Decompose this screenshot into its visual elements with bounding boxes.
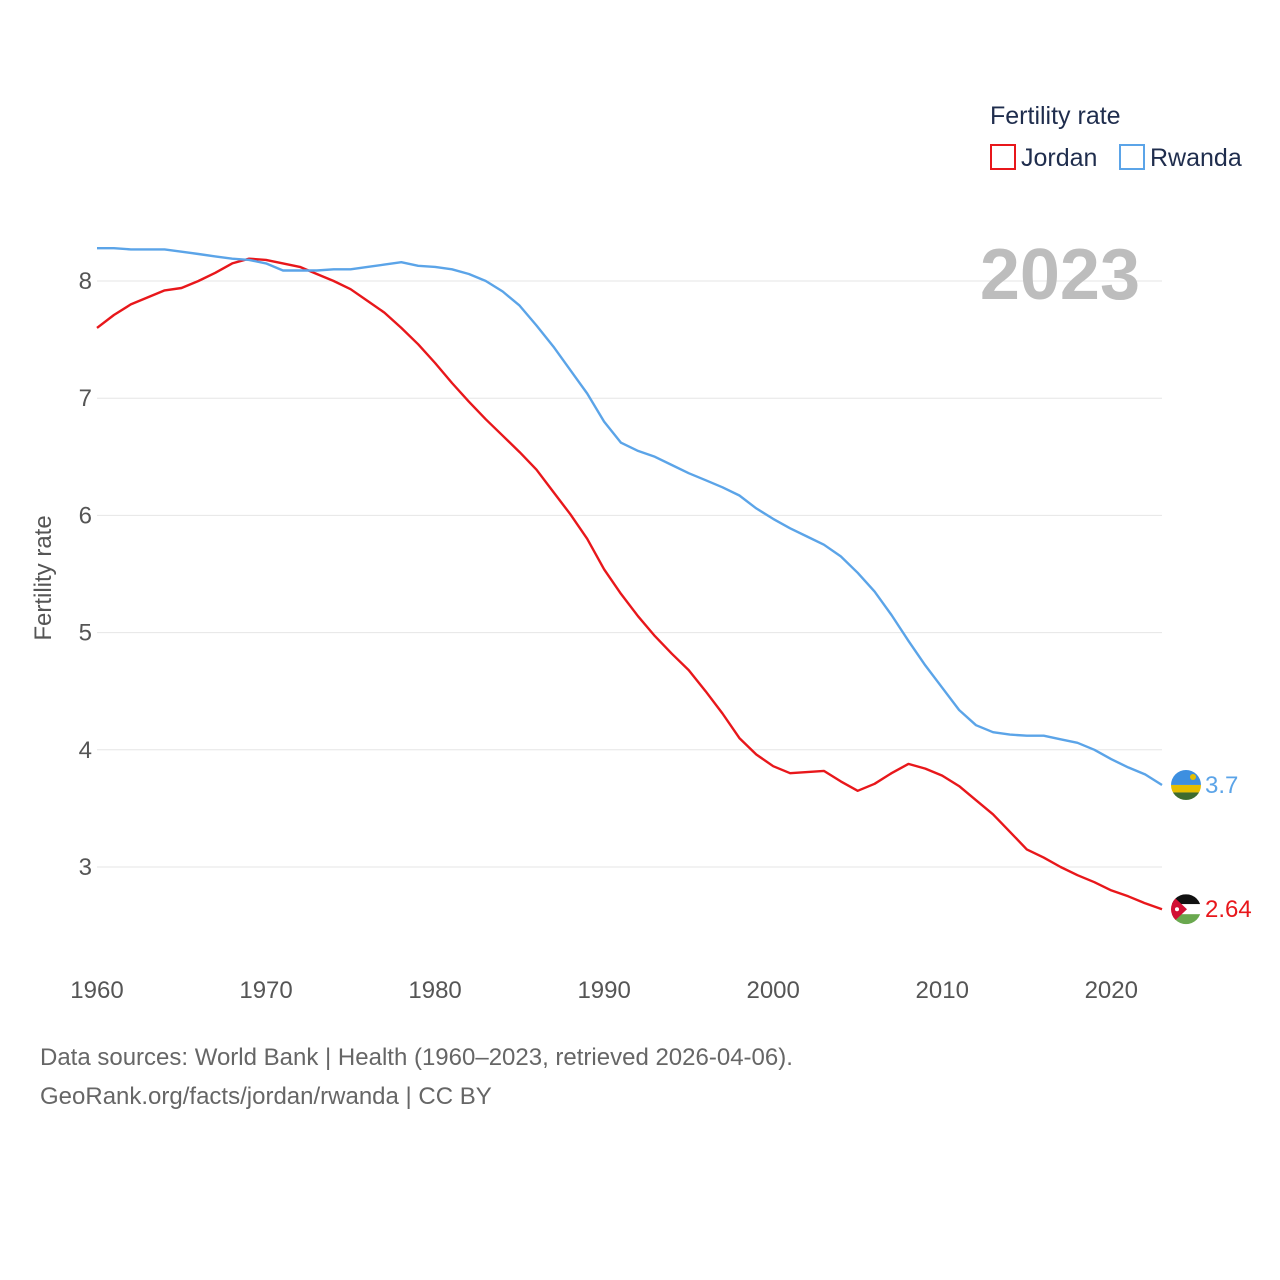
- x-tick-label: 2010: [916, 977, 969, 1004]
- legend-title: Fertility rate: [990, 102, 1121, 130]
- series-lines: [96, 246, 1163, 911]
- legend-label-jordan[interactable]: Jordan: [1021, 144, 1097, 172]
- x-tick-label: 1980: [408, 977, 461, 1004]
- y-axis-ticks: 3 4 5 6 7 8: [79, 268, 92, 881]
- y-tick-label: 7: [79, 385, 92, 412]
- series-line-rwanda: [97, 246, 1163, 787]
- y-tick-label: 4: [79, 737, 92, 764]
- data-sources-note: Data sources: World Bank | Health (1960–…: [40, 1044, 793, 1071]
- x-tick-label: 2020: [1085, 977, 1138, 1004]
- series-line-jordan: [96, 257, 1163, 911]
- x-tick-label: 1960: [70, 977, 123, 1004]
- legend-swatch-rwanda[interactable]: [1119, 144, 1145, 170]
- jordan-flag-icon: [1171, 894, 1201, 925]
- credit-link[interactable]: GeoRank.org/facts/jordan/rwanda | CC BY: [40, 1083, 492, 1110]
- x-tick-label: 1970: [239, 977, 292, 1004]
- y-axis-label: Fertility rate: [30, 515, 57, 640]
- rwanda-flag-icon: [1171, 769, 1201, 800]
- gridlines: [97, 280, 1162, 868]
- series-endpoints: 2.64 3.7: [1171, 769, 1252, 925]
- legend[interactable]: Fertility rate Jordan Rwanda: [990, 102, 1242, 172]
- y-tick-label: 6: [79, 502, 92, 529]
- x-tick-label: 1990: [577, 977, 630, 1004]
- end-value-rwanda: 3.7: [1205, 772, 1238, 799]
- x-tick-label: 2000: [746, 977, 799, 1004]
- y-tick-label: 5: [79, 620, 92, 647]
- legend-swatch-jordan[interactable]: [990, 144, 1016, 170]
- y-tick-label: 8: [79, 268, 92, 295]
- x-axis-ticks: 1960 1970 1980 1990 2000 2010 2020: [70, 977, 1138, 1004]
- y-tick-label: 3: [79, 854, 92, 881]
- year-label: 2023: [980, 235, 1140, 315]
- end-value-jordan: 2.64: [1205, 896, 1252, 923]
- legend-label-rwanda[interactable]: Rwanda: [1150, 144, 1242, 172]
